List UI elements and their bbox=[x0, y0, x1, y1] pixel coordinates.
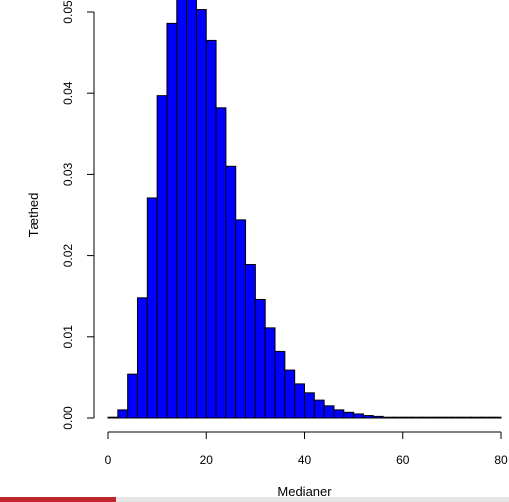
histogram-bar bbox=[333, 409, 345, 419]
histogram-bar bbox=[294, 383, 305, 419]
histogram-bar bbox=[451, 416, 463, 419]
histogram-bar bbox=[274, 350, 286, 419]
histogram-bar bbox=[186, 0, 197, 419]
footer-divider-bar bbox=[116, 497, 509, 502]
histogram-bar bbox=[412, 416, 423, 419]
y-axis: 0.00 0.01 0.02 0.03 0.04 0.05 bbox=[61, 0, 95, 430]
histogram-bar bbox=[176, 0, 188, 419]
histogram-bar bbox=[127, 373, 138, 419]
histogram-bar bbox=[471, 416, 482, 419]
histogram-bar bbox=[107, 416, 119, 419]
histogram-bar bbox=[421, 416, 433, 419]
histogram-bar bbox=[362, 415, 374, 419]
histogram-bar bbox=[313, 399, 325, 419]
histogram-bar bbox=[490, 416, 502, 419]
histogram-bar bbox=[264, 327, 276, 419]
y-tick-label: 0.05 bbox=[61, 0, 75, 24]
histogram-bar bbox=[431, 416, 443, 419]
histogram-bar bbox=[284, 369, 296, 419]
histogram-bar bbox=[353, 413, 364, 419]
footer-accent-bar bbox=[0, 497, 116, 502]
histogram-bar bbox=[225, 165, 237, 419]
y-tick-label: 0.04 bbox=[61, 81, 75, 105]
x-axis: 0 20 40 60 80 bbox=[105, 431, 508, 467]
histogram-bar bbox=[146, 197, 158, 419]
x-tick-label: 20 bbox=[200, 453, 214, 467]
y-axis-title: Tæthed bbox=[26, 193, 41, 238]
histogram-bar bbox=[254, 298, 266, 419]
x-tick-label: 60 bbox=[396, 453, 410, 467]
x-tick-label: 0 bbox=[105, 453, 112, 467]
histogram-bar bbox=[402, 416, 414, 419]
histogram-bar bbox=[392, 416, 404, 419]
histogram-bar bbox=[461, 416, 473, 419]
histogram-bar bbox=[245, 264, 256, 419]
histogram-bar bbox=[304, 392, 315, 419]
histogram-bar bbox=[235, 219, 247, 419]
x-tick-label: 40 bbox=[298, 453, 312, 467]
histogram-bar bbox=[441, 416, 453, 419]
x-axis-title: Medianer bbox=[277, 484, 332, 499]
histogram-bar bbox=[136, 297, 148, 419]
y-tick-label: 0.01 bbox=[61, 325, 75, 349]
histogram-bar bbox=[382, 416, 394, 419]
histogram-bar bbox=[343, 411, 355, 419]
histogram-bar bbox=[372, 415, 384, 419]
y-tick-label: 0.02 bbox=[61, 244, 75, 268]
histogram-bar bbox=[195, 9, 207, 419]
histogram-bar bbox=[166, 22, 178, 419]
histogram-bar bbox=[156, 95, 168, 419]
histogram-bar bbox=[323, 405, 335, 419]
histogram-bar bbox=[117, 409, 129, 419]
y-tick-label: 0.03 bbox=[61, 162, 75, 186]
histogram-bar bbox=[480, 416, 492, 419]
x-tick-label: 80 bbox=[494, 453, 508, 467]
histogram-bar bbox=[205, 39, 217, 419]
y-tick-label: 0.00 bbox=[61, 406, 75, 430]
histogram-bars bbox=[107, 0, 502, 419]
histogram-bar bbox=[215, 107, 227, 419]
